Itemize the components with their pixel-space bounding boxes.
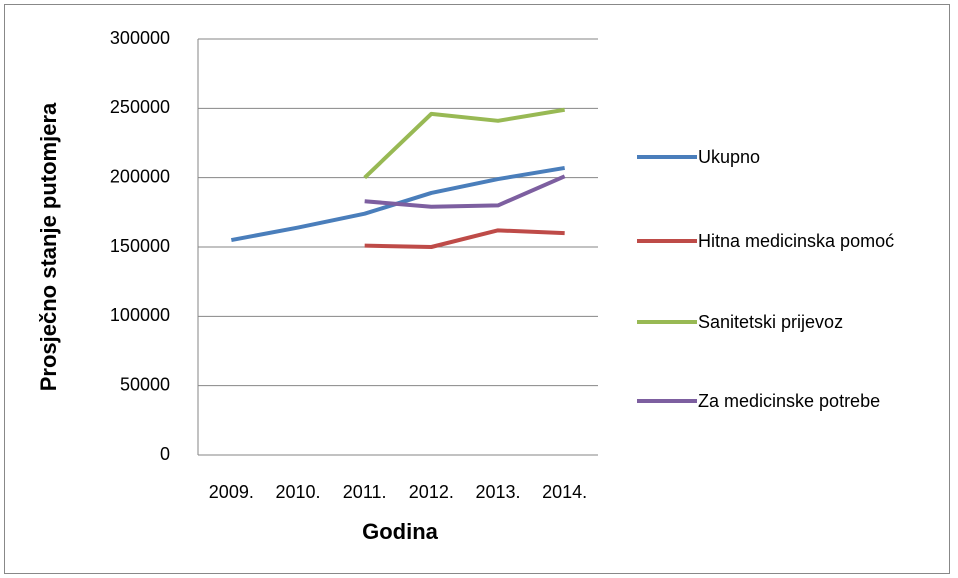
series-line <box>363 107 565 180</box>
y-tick-label: 200000 <box>110 166 170 186</box>
y-tick-label: 300000 <box>110 28 170 48</box>
legend-label: Hitna medicinska pomoć <box>698 230 895 251</box>
x-tick-label: 2012. <box>409 482 454 502</box>
y-tick-label: 250000 <box>110 97 170 117</box>
legend-label: Za medicinske potrebe <box>698 390 881 411</box>
x-tick-label: 2011. <box>343 482 387 502</box>
legend-label: Ukupno <box>698 146 761 167</box>
series-line <box>364 174 566 209</box>
y-axis-label: Prosječno stanje putomjera <box>36 102 61 391</box>
chart-frame <box>4 4 950 574</box>
y-tick-label: 100000 <box>110 305 170 325</box>
legend-label: Sanitetski prijevoz <box>698 311 844 332</box>
y-tick-label: 0 <box>160 444 170 464</box>
x-axis-label: Godina <box>362 519 439 544</box>
series-line <box>364 228 565 249</box>
x-tick-label: 2013. <box>475 482 520 502</box>
x-tick-label: 2009. <box>209 482 254 502</box>
y-tick-label: 50000 <box>120 374 170 394</box>
x-tick-label: 2010. <box>275 482 320 502</box>
x-tick-label: 2014. <box>542 482 587 502</box>
y-tick-label: 150000 <box>110 236 170 256</box>
